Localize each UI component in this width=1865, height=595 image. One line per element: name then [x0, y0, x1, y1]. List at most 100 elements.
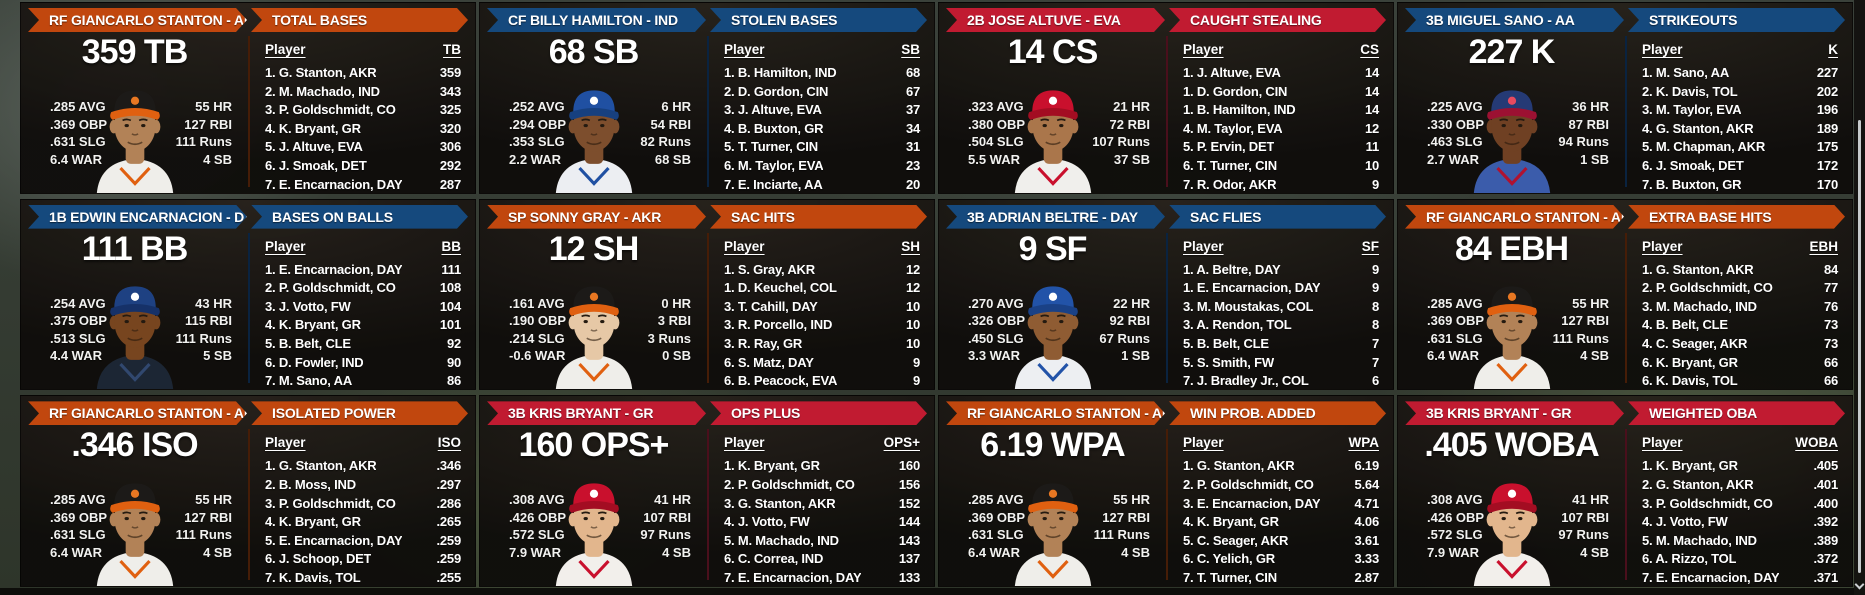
leader-name[interactable]: 2. P. Goldschmidt, CO: [724, 476, 855, 492]
leader-name[interactable]: 6. K. Davis, TOL: [1642, 373, 1738, 389]
leader-row[interactable]: 1. D. Keuchel, COL 12: [724, 279, 920, 298]
player-portrait[interactable]: [542, 79, 646, 193]
leader-name[interactable]: 2. D. Gordon, CIN: [724, 83, 829, 99]
leader-row[interactable]: 2. K. Davis, TOL 202: [1642, 83, 1838, 102]
leader-name[interactable]: 5. C. Seager, AKR: [1183, 532, 1289, 548]
leader-name[interactable]: 2. P. Goldschmidt, CO: [1183, 476, 1314, 492]
leader-name[interactable]: 6. J. Smoak, DET: [265, 157, 367, 173]
player-portrait[interactable]: [1001, 472, 1105, 587]
player-banner[interactable]: RF GIANCARLO STANTON - AKR: [28, 8, 247, 32]
leader-row[interactable]: 7. E. Inciarte, AA 20: [724, 176, 920, 193]
leader-row[interactable]: 1. G. Stanton, AKR 359: [265, 64, 461, 83]
leader-row[interactable]: 5. C. Seager, AKR 3.61: [1183, 532, 1379, 551]
stat-column-header[interactable]: ISO: [437, 435, 461, 451]
leader-name[interactable]: 6. J. Schoop, DET: [265, 551, 372, 567]
player-portrait[interactable]: [83, 79, 187, 193]
player-column-header[interactable]: Player: [1642, 42, 1683, 57]
player-banner[interactable]: RF GIANCARLO STANTON - AKR: [1405, 205, 1624, 229]
category-banner[interactable]: OPS PLUS: [710, 401, 927, 425]
leader-name[interactable]: 3. R. Porcello, IND: [724, 317, 833, 333]
player-banner[interactable]: 3B KRIS BRYANT - GR: [487, 401, 706, 425]
leader-name[interactable]: 3. M. Taylor, EVA: [1642, 102, 1742, 118]
stat-column-header[interactable]: WOBA: [1795, 435, 1838, 451]
leader-name[interactable]: 4. K. Bryant, GR: [265, 514, 361, 530]
leader-row[interactable]: 5. T. Turner, CIN 31: [724, 138, 920, 157]
player-banner[interactable]: 2B JOSE ALTUVE - EVA: [946, 8, 1165, 32]
leader-name[interactable]: 7. E. Encarnacion, DAY: [724, 569, 862, 585]
player-column-header[interactable]: Player: [265, 238, 306, 254]
leader-name[interactable]: 7. K. Davis, TOL: [265, 569, 361, 585]
leader-row[interactable]: 2. M. Machado, IND 343: [265, 83, 461, 102]
leader-name[interactable]: 7. E. Encarnacion, DAY: [265, 176, 403, 192]
player-column-header[interactable]: Player: [1183, 435, 1224, 451]
leader-name[interactable]: 1. M. Sano, AA: [1642, 65, 1730, 80]
scrollbar-thumb[interactable]: [1858, 120, 1861, 573]
leader-row[interactable]: 3. G. Stanton, AKR 152: [724, 495, 920, 514]
leader-name[interactable]: 2. M. Machado, IND: [265, 83, 380, 99]
leader-name[interactable]: 5. P. Ervin, DET: [1183, 139, 1275, 155]
leader-name[interactable]: 7. J. Bradley Jr., COL: [1183, 373, 1309, 389]
player-banner[interactable]: CF BILLY HAMILTON - IND: [487, 8, 706, 32]
leader-name[interactable]: 3. P. Goldschmidt, CO: [265, 102, 396, 118]
stat-column-header[interactable]: EBH: [1809, 238, 1838, 254]
category-banner[interactable]: BASES ON BALLS: [251, 205, 468, 229]
player-banner[interactable]: 3B ADRIAN BELTRE - DAY: [946, 205, 1165, 229]
stat-column-header[interactable]: SB: [901, 42, 920, 57]
leader-row[interactable]: 3. M. Machado, IND 76: [1642, 298, 1838, 317]
leader-name[interactable]: 3. P. Goldschmidt, CO: [1642, 495, 1773, 511]
leader-name[interactable]: 4. C. Seager, AKR: [1642, 336, 1748, 352]
category-banner[interactable]: SAC HITS: [710, 205, 927, 229]
leader-row[interactable]: 5. M. Machado, IND 143: [724, 532, 920, 551]
leader-name[interactable]: 4. G. Stanton, AKR: [1642, 120, 1754, 136]
leader-name[interactable]: 4. K. Bryant, GR: [265, 120, 361, 136]
leader-row[interactable]: 1. J. Altuve, EVA 14: [1183, 64, 1379, 83]
leader-name[interactable]: 6. J. Smoak, DET: [1642, 157, 1744, 173]
leader-name[interactable]: 5. M. Chapman, AKR: [1642, 139, 1766, 155]
player-banner[interactable]: SP SONNY GRAY - AKR: [487, 205, 706, 229]
leader-row[interactable]: 5. S. Smith, FW 7: [1183, 354, 1379, 373]
leader-name[interactable]: 6. M. Taylor, EVA: [724, 157, 824, 173]
leader-name[interactable]: 2. G. Stanton, AKR: [1642, 476, 1754, 492]
category-banner[interactable]: EXTRA BASE HITS: [1628, 205, 1845, 229]
leader-name[interactable]: 6. A. Rizzo, TOL: [1642, 551, 1737, 567]
leader-name[interactable]: 1. S. Gray, AKR: [724, 261, 815, 277]
leader-row[interactable]: 6. T. Turner, CIN 10: [1183, 157, 1379, 176]
category-banner[interactable]: WEIGHTED OBA: [1628, 401, 1845, 425]
leader-row[interactable]: 3. M. Taylor, EVA 196: [1642, 101, 1838, 120]
player-column-header[interactable]: Player: [724, 435, 765, 451]
player-column-header[interactable]: Player: [724, 42, 765, 57]
category-banner[interactable]: STOLEN BASES: [710, 8, 927, 32]
stat-column-header[interactable]: K: [1828, 42, 1838, 57]
leader-row[interactable]: 6. D. Fowler, IND 90: [265, 354, 461, 373]
vertical-scrollbar[interactable]: [1854, 0, 1865, 595]
category-banner[interactable]: ISOLATED POWER: [251, 401, 468, 425]
leader-name[interactable]: 3. J. Altuve, EVA: [724, 102, 822, 118]
player-portrait[interactable]: [1001, 275, 1105, 390]
leader-row[interactable]: 4. B. Belt, CLE 73: [1642, 316, 1838, 335]
leader-row[interactable]: 7. M. Sano, AA 86: [265, 372, 461, 389]
leader-name[interactable]: 1. D. Keuchel, COL: [724, 280, 837, 296]
leader-row[interactable]: 4. K. Bryant, GR 4.06: [1183, 513, 1379, 532]
leader-row[interactable]: 2. B. Moss, IND .297: [265, 476, 461, 495]
leader-row[interactable]: 3. M. Moustakas, COL 8: [1183, 298, 1379, 317]
leader-name[interactable]: 3. E. Encarnacion, DAY: [1183, 495, 1321, 511]
player-portrait[interactable]: [542, 275, 646, 390]
leader-row[interactable]: 6. J. Schoop, DET .259: [265, 550, 461, 569]
leader-name[interactable]: 3. M. Machado, IND: [1642, 298, 1757, 314]
leader-name[interactable]: 4. K. Bryant, GR: [1183, 514, 1279, 530]
leader-name[interactable]: 6. K. Bryant, GR: [1642, 354, 1738, 370]
leader-row[interactable]: 3. P. Goldschmidt, CO .400: [1642, 495, 1838, 514]
leader-name[interactable]: 1. K. Bryant, GR: [1642, 458, 1738, 474]
leader-row[interactable]: 6. C. Yelich, GR 3.33: [1183, 550, 1379, 569]
category-banner[interactable]: CAUGHT STEALING: [1169, 8, 1386, 32]
leader-row[interactable]: 6. A. Rizzo, TOL .372: [1642, 550, 1838, 569]
leader-row[interactable]: 1. K. Bryant, GR .405: [1642, 457, 1838, 476]
leader-row[interactable]: 2. G. Stanton, AKR .401: [1642, 476, 1838, 495]
player-banner[interactable]: 3B KRIS BRYANT - GR: [1405, 401, 1624, 425]
leader-row[interactable]: 3. E. Encarnacion, DAY 4.71: [1183, 495, 1379, 514]
leader-row[interactable]: 1. M. Sano, AA 227: [1642, 64, 1838, 83]
leader-row[interactable]: 1. K. Bryant, GR 160: [724, 457, 920, 476]
leader-row[interactable]: 7. T. Turner, CIN 2.87: [1183, 569, 1379, 586]
leader-row[interactable]: 2. P. Goldschmidt, CO 156: [724, 476, 920, 495]
player-column-header[interactable]: Player: [1642, 435, 1683, 451]
